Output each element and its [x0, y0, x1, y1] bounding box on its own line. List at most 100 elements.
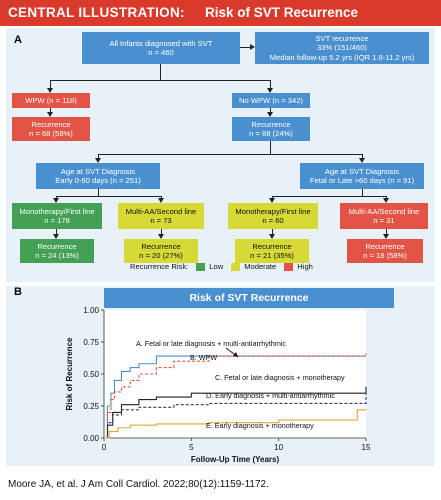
arrow: [47, 88, 53, 93]
connector: [98, 154, 362, 155]
leaf3-recurrence-box: Recurrence n = 21 (35%): [235, 239, 309, 263]
wpw-rec-value: n = 68 (58%): [29, 129, 73, 138]
connector: [386, 229, 387, 235]
connector: [161, 229, 162, 235]
series-label-d: D. Early diagnosis + multi-antiarrhythmi…: [206, 391, 335, 400]
arrow: [267, 88, 273, 93]
y-tick-label: 0.25: [83, 402, 99, 411]
leaf1-rec-value: n = 24 (13%): [35, 251, 79, 260]
late-age-box: Age at SVT Diagnosis Fetal or Late >60 d…: [300, 163, 424, 189]
connector: [270, 80, 271, 89]
root-line2: n = 460: [148, 48, 174, 57]
arrow: [269, 198, 275, 203]
leaf4-label: Multi-AA/Second line: [348, 206, 420, 216]
no-wpw-box: No WPW (n = 342): [232, 93, 310, 108]
summary-line2: 33% (151/460): [317, 43, 367, 53]
header-prefix: CENTRAL ILLUSTRATION:: [8, 5, 185, 20]
connector: [50, 80, 270, 81]
early-line2: Early 0-60 days (n = 251): [55, 176, 141, 185]
connector: [56, 196, 57, 199]
y-tick-label: 0.50: [83, 370, 99, 379]
legend-moderate-swatch: [231, 262, 241, 271]
x-tick-label: 0: [102, 443, 107, 452]
legend-moderate: Moderate: [244, 262, 277, 271]
arrow: [383, 234, 389, 239]
series-line-c: [104, 386, 367, 439]
leaf2-label: Multi-AA/Second line: [125, 206, 197, 216]
connector: [386, 196, 387, 199]
root-box: All Infants diagnosed with SVT n = 460: [82, 32, 240, 64]
arrow: [383, 198, 389, 203]
connector: [272, 196, 273, 199]
leaf3-n: n = 60: [262, 216, 284, 225]
legend-high-swatch: [284, 262, 294, 271]
chart-title-bar: [104, 288, 394, 308]
connector: [362, 189, 363, 196]
citation: Moore JA, et al. J Am Coll Cardiol. 2022…: [8, 479, 269, 490]
leaf3-rec-value: n = 21 (35%): [250, 251, 294, 260]
panel-a-label: A: [14, 34, 22, 46]
arrow: [53, 234, 59, 239]
arrow: [250, 44, 255, 50]
leaf4-rec-label: Recurrence: [365, 241, 405, 251]
no-wpw-recurrence-box: Recurrence n = 88 (24%): [232, 117, 310, 141]
legend-low: Low: [209, 262, 224, 271]
annotation-arrow-head: [233, 352, 238, 357]
leaf1-n: n = 178: [44, 216, 70, 225]
early-age-box: Age at SVT Diagnosis Early 0-60 days (n …: [36, 163, 160, 189]
panel-b-label: B: [14, 286, 22, 298]
summary-line1: SVT recurrence: [315, 33, 369, 43]
early-line1: Age at SVT Diagnosis: [60, 166, 136, 176]
arrow: [158, 234, 164, 239]
arrow: [269, 234, 275, 239]
summary-box: SVT recurrence 33% (151/460) Median foll…: [255, 32, 429, 64]
y-tick-label: 1.00: [83, 306, 99, 315]
legend-high: High: [297, 262, 313, 271]
wpw-box: WPW (n = 118): [12, 93, 90, 108]
root-line1: All Infants diagnosed with SVT: [109, 38, 213, 48]
chart-title: Risk of SVT Recurrence: [189, 292, 309, 304]
risk-legend: Recurrence Risk: Low Moderate High: [130, 262, 313, 271]
connector: [272, 196, 386, 197]
x-axis-label: Follow-Up Time (Years): [191, 455, 280, 464]
leaf4-recurrence-box: Recurrence n = 18 (58%): [347, 239, 423, 263]
leaf4-n: n = 31: [373, 216, 395, 225]
wpw-recurrence-box: Recurrence n = 68 (58%): [12, 117, 90, 141]
connector: [50, 80, 51, 89]
series-line-e: [104, 409, 366, 439]
panel-b: B Risk of SVT Recurrence 0.00 0.25 0.50 0.7…: [6, 286, 435, 466]
connector: [50, 108, 51, 113]
leaf3-box: Monotherapy/First line n = 60: [228, 203, 318, 229]
y-tick-label: 0.00: [83, 434, 99, 443]
late-line1: Age at SVT Diagnosis: [324, 166, 400, 176]
series-label-c: C. Fetal or late diagnosis + monotherapy: [215, 373, 345, 382]
leaf2-recurrence-box: Recurrence n = 20 (27%): [124, 239, 198, 263]
series-line-a: [104, 355, 366, 439]
series-line-d: [104, 391, 367, 439]
connector: [270, 108, 271, 113]
x-tick-label: 10: [274, 443, 283, 452]
header-bar: CENTRAL ILLUSTRATION: Risk of SVT Recurr…: [0, 0, 441, 26]
connector: [56, 229, 57, 235]
leaf2-rec-value: n = 20 (27%): [139, 251, 183, 260]
leaf4-box: Multi-AA/Second line n = 31: [340, 203, 428, 229]
leaf2-n: n = 73: [150, 216, 172, 225]
leaf1-rec-label: Recurrence: [37, 241, 77, 251]
y-tick-label: 0.75: [83, 338, 99, 347]
legend-title: Recurrence Risk:: [130, 262, 189, 271]
leaf1-box: Monotherapy/First line n = 178: [12, 203, 102, 229]
series-label-a: A. Fetal or late diagnosis + multi-antia…: [136, 339, 286, 348]
series-label-e: E. Early diagnosis + monotherapy: [206, 421, 314, 430]
connector: [362, 154, 363, 159]
arrow: [47, 112, 53, 117]
late-line2: Fetal or Late >60 days (n = 91): [309, 176, 415, 185]
legend-low-swatch: [196, 262, 206, 271]
summary-line3: Median follow-up 5.2 yrs (IQR 1.8-11.2 y…: [269, 52, 415, 62]
y-axis-label: Risk of Recurrence: [65, 337, 74, 410]
x-tick-label: 15: [362, 443, 371, 452]
connector: [240, 47, 251, 48]
arrow: [267, 112, 273, 117]
panel-a: A All Infants diagnosed with SVT n = 460…: [6, 28, 435, 282]
connector: [98, 154, 99, 159]
